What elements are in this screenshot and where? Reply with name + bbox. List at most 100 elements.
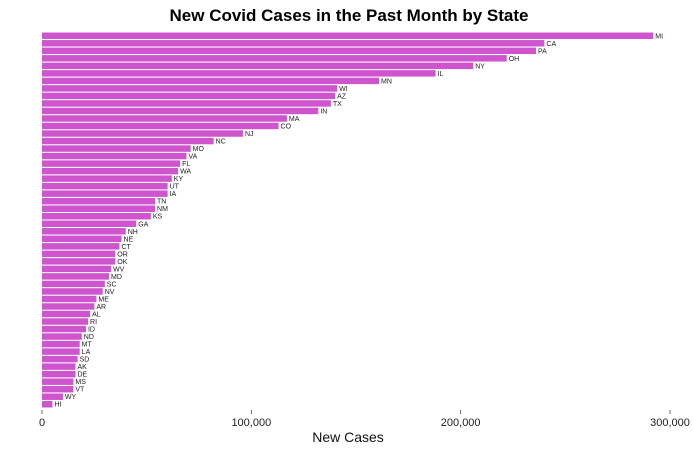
bar-label-ct: CT [121,244,131,251]
bar-nh [42,228,126,235]
bar-oh [42,55,507,62]
x-tick-label: 0 [39,417,45,429]
bar-mn [42,77,380,85]
bar-label-hi: HI [54,402,61,409]
bar-label-ia: IA [170,191,177,198]
bar-label-or: OR [117,251,128,258]
bar-tx [42,100,331,107]
bar-ct [42,243,120,250]
bar-ia [42,190,168,197]
bar-ar [42,303,95,310]
bar-wy [42,393,63,400]
chart-title: New Covid Cases in the Past Month by Sta… [170,6,529,25]
bar-label-ky: KY [174,176,184,183]
bar-label-ak: AK [77,364,87,371]
bar-label-il: IL [438,71,444,78]
bar-label-ne: NE [124,236,134,243]
bar-label-ok: OK [117,259,127,266]
bar-hi [42,401,53,408]
bar-label-ma: MA [289,116,300,123]
bar-md [42,273,109,280]
bar-ky [42,175,172,182]
bar-label-nh: NH [128,229,138,236]
bar-or [42,250,116,258]
bar-la [42,348,80,355]
x-tick-label: 300,000 [650,417,690,429]
bar-tn [42,197,156,205]
bar-sd [42,355,78,363]
bar-label-la: LA [82,349,91,356]
bar-id [42,325,86,333]
bar-ut [42,182,168,190]
bar-il [42,70,436,77]
bar-nd [42,333,82,340]
bar-ga [42,220,137,227]
bar-label-wa: WA [180,169,191,176]
bar-label-nd: ND [84,334,94,341]
bar-vt [42,385,74,393]
bar-label-az: AZ [337,93,347,100]
bar-label-nv: NV [105,289,115,296]
bar-label-nc: NC [216,139,226,146]
bar-co [42,122,279,130]
bar-in [42,107,319,115]
bar-az [42,92,336,100]
bar-wi [42,85,338,92]
bar-de [42,370,76,378]
x-axis-title: New Cases [312,429,384,445]
bar-pa [42,47,537,55]
x-tick-label: 100,000 [231,417,271,429]
bar-label-va: VA [188,154,197,161]
bar-label-tx: TX [333,101,342,108]
bar-al [42,310,91,318]
bar-label-pa: PA [538,48,547,55]
bar-label-ca: CA [546,41,556,48]
bar-label-wi: WI [339,86,348,93]
bar-label-ny: NY [475,63,485,70]
bar-ks [42,213,151,220]
bar-wa [42,167,179,175]
bar-label-ga: GA [138,221,148,228]
bar-nc [42,137,214,145]
bar-va [42,152,187,160]
bar-label-tn: TN [157,199,166,206]
bar-label-ms: MS [75,379,86,386]
bar-label-mn: MN [381,78,392,85]
bar-label-wy: WY [65,394,77,401]
bar-label-me: ME [98,296,109,303]
bar-label-ut: UT [170,184,180,191]
bar-label-oh: OH [509,56,519,63]
bar-label-sc: SC [107,281,117,288]
bar-ma [42,115,287,122]
bar-wv [42,265,112,273]
bar-sc [42,280,105,288]
bar-label-in: IN [320,108,327,115]
bar-label-vt: VT [75,387,85,394]
x-axis-ticks: 0 100,000 200,000 300,000 [39,410,690,429]
bar-ne [42,235,122,243]
bar-label-mo: MO [193,146,205,153]
bar-label-al: AL [92,312,101,319]
bar-mi [42,32,654,39]
bar-label-de: DE [77,372,87,379]
bar-nj [42,130,243,137]
bar-label-md: MD [111,274,122,281]
bar-label-mi: MI [655,33,663,40]
bar-ok [42,258,116,265]
bar-label-co: CO [281,124,292,131]
bar-ms [42,378,74,385]
bar-ca [42,40,545,47]
bar-mt [42,340,80,348]
bar-nv [42,288,103,295]
bar-label-mt: MT [82,342,93,349]
bar-nm [42,205,156,212]
bar-ak [42,363,76,370]
bars-group [42,32,654,408]
bar-label-ar: AR [96,304,106,311]
bar-label-ri: RI [90,319,97,326]
bar-ri [42,318,89,325]
bar-ny [42,62,474,70]
x-tick-label: 200,000 [441,417,481,429]
